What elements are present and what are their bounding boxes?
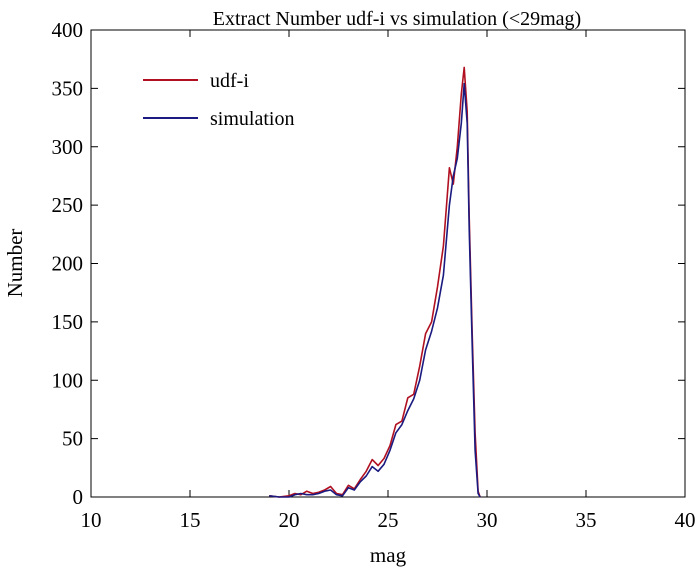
series-line-simulation: [269, 82, 481, 498]
x-tick-label: 20: [279, 508, 300, 532]
y-axis-label: Number: [3, 229, 27, 298]
series-line-udf-i: [269, 66, 481, 498]
y-tick-label: 300: [52, 135, 84, 159]
x-tick-label: 25: [378, 508, 399, 532]
y-tick-label: 50: [62, 427, 83, 451]
chart-title: Extract Number udf-i vs simulation (<29m…: [213, 8, 581, 30]
x-tick-label: 10: [81, 508, 102, 532]
y-tick-label: 350: [52, 76, 84, 100]
y-tick-label: 200: [52, 252, 84, 276]
x-axis: 10 15 20 25 30 35 40: [81, 30, 696, 532]
y-tick-label: 150: [52, 310, 84, 334]
y-tick-label: 250: [52, 193, 84, 217]
x-tick-label: 35: [576, 508, 597, 532]
x-axis-label: mag: [370, 543, 407, 567]
x-tick-label: 40: [675, 508, 696, 532]
plot-frame: [90, 29, 686, 498]
y-tick-label: 100: [52, 368, 84, 392]
legend-label-udf-i: udf-i: [210, 70, 249, 92]
x-tick-label: 30: [477, 508, 498, 532]
legend: udf-i simulation: [143, 70, 294, 130]
series-layer: [269, 66, 481, 498]
y-axis: 0 50 100 150 200 250 300 350 400: [52, 18, 685, 509]
y-tick-label: 400: [52, 18, 84, 42]
legend-label-simulation: simulation: [210, 108, 294, 130]
y-tick-label: 0: [73, 485, 84, 509]
x-tick-label: 15: [180, 508, 201, 532]
